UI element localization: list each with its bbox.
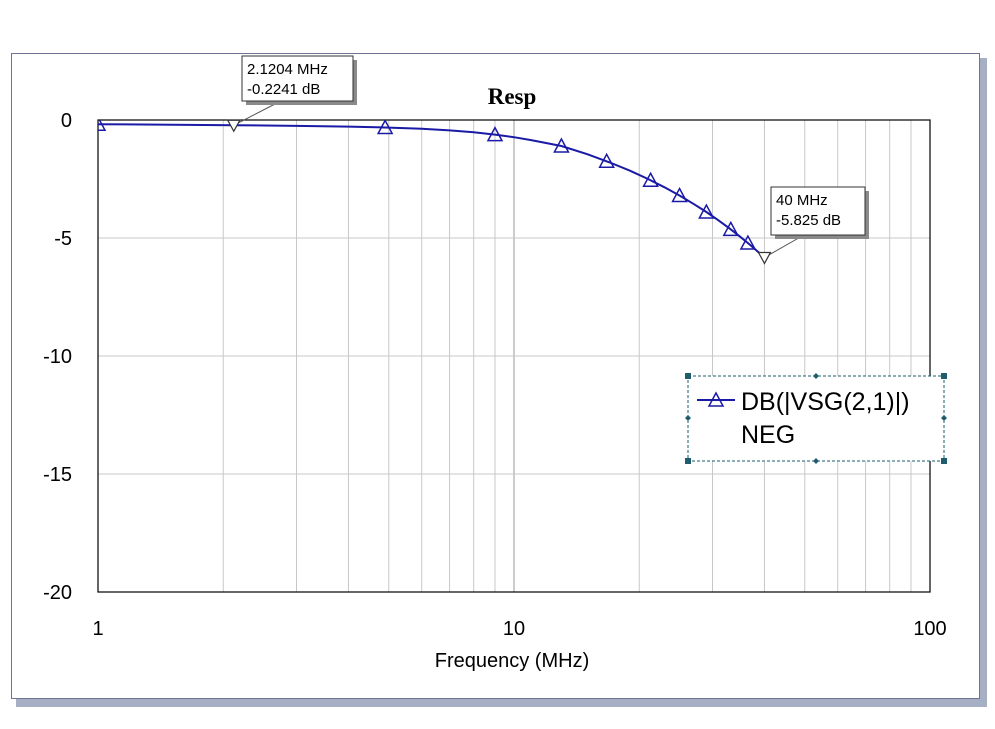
- series-triangle-marker: [671, 186, 688, 203]
- y-tick-label: -15: [43, 464, 72, 486]
- marker-label-freq: 40 MHz: [776, 192, 828, 209]
- marker-label-db: -5.825 dB: [776, 212, 841, 229]
- series-triangle-marker: [642, 171, 659, 188]
- legend-selection-handles[interactable]: [685, 373, 947, 464]
- legend-resize-handle[interactable]: [941, 415, 947, 421]
- x-tick-label: 1: [92, 618, 103, 640]
- series-triangle-marker: [376, 120, 394, 135]
- series-triangle-marker: [553, 137, 570, 153]
- series-triangle-marker: [739, 234, 757, 250]
- legend-resize-handle[interactable]: [813, 373, 819, 379]
- x-tick-label: 10: [503, 618, 525, 640]
- legend-resize-handle[interactable]: [685, 458, 691, 464]
- series-triangle-marker: [98, 120, 107, 131]
- x-axis-title: Frequency (MHz): [435, 650, 589, 672]
- marker-inverted-triangle[interactable]: [757, 251, 772, 265]
- legend-resize-handle[interactable]: [685, 373, 691, 379]
- legend-box: [687, 375, 945, 462]
- x-tick-label: 100: [913, 618, 946, 640]
- series-triangle-marker: [598, 152, 615, 169]
- marker-label-freq: 2.1204 MHz: [247, 61, 328, 78]
- marker-leader-line: [233, 100, 282, 126]
- y-tick-label: -20: [43, 582, 72, 604]
- legend-resize-handle[interactable]: [941, 373, 947, 379]
- y-tick-label: -5: [54, 228, 72, 250]
- legend-resize-handle[interactable]: [941, 458, 947, 464]
- series-markers: [98, 120, 757, 250]
- marker-annotations: 2.1204 MHz -0.2241 dB 40 MHz -5.825 dB: [226, 55, 869, 265]
- series-triangle-marker: [698, 203, 715, 219]
- plot-border: [97, 119, 931, 593]
- marker-label-db: -0.2241 dB: [247, 81, 320, 98]
- legend-resize-handle[interactable]: [813, 458, 819, 464]
- y-tick-label: 0: [61, 110, 72, 132]
- legend[interactable]: DB(|VSG(2,1)|) NEG: [685, 373, 947, 464]
- legend-resize-handle[interactable]: [685, 415, 691, 421]
- marker-label-box[interactable]: [770, 186, 866, 236]
- legend-triangle-icon: [707, 391, 725, 407]
- chart-title: Resp: [488, 84, 537, 109]
- series-triangle-marker: [722, 220, 740, 237]
- marker-inverted-triangle[interactable]: [226, 119, 241, 133]
- tick-labels: 1 10 100 0 -5 -10 -15 -20: [43, 110, 947, 640]
- series-triangle-marker: [486, 126, 504, 142]
- marker-label-box[interactable]: [241, 55, 354, 102]
- y-tick-label: -10: [43, 346, 72, 368]
- legend-series-name: DB(|VSG(2,1)|): [741, 388, 910, 416]
- legend-series-name-line2: NEG: [741, 421, 795, 449]
